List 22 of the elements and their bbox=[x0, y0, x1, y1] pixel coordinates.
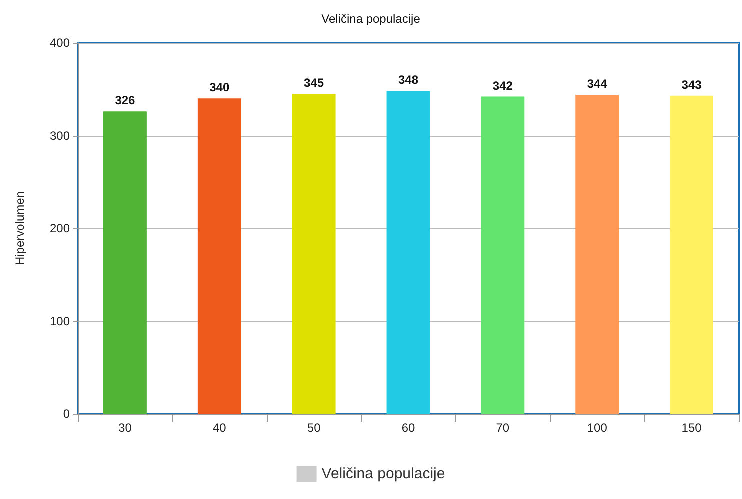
data-label: 342 bbox=[492, 78, 514, 93]
y-tick-label: 400 bbox=[50, 36, 70, 50]
x-tick-label: 40 bbox=[212, 421, 227, 435]
data-label: 340 bbox=[210, 80, 230, 95]
x-tick-label: 60 bbox=[402, 421, 416, 435]
data-label: 344 bbox=[587, 76, 608, 91]
data-label: 326 bbox=[115, 94, 136, 108]
y-tick-label: 0 bbox=[63, 407, 70, 421]
x-tick-label: 150 bbox=[682, 421, 702, 435]
y-tick-label: 100 bbox=[50, 314, 70, 328]
chart-title: Veličina populacije bbox=[322, 12, 421, 26]
x-tick-label: 50 bbox=[307, 421, 322, 435]
data-label: 343 bbox=[682, 78, 702, 92]
y-tick-label: 200 bbox=[50, 222, 70, 236]
x-tick-label: 100 bbox=[587, 421, 608, 435]
y-axis-title: Hipervolumen bbox=[13, 191, 27, 266]
data-label: 345 bbox=[304, 76, 324, 90]
y-tick-label: 300 bbox=[50, 128, 70, 143]
data-label: 348 bbox=[398, 73, 419, 88]
text: Veličina populacije bbox=[322, 466, 446, 482]
x-tick-label: 30 bbox=[118, 421, 132, 435]
x-tick-label: 70 bbox=[496, 421, 510, 435]
